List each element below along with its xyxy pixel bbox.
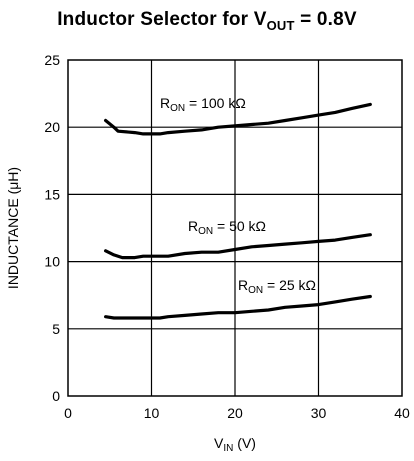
series-line-1 <box>103 233 372 260</box>
x-tick-label: 40 <box>394 405 410 421</box>
series-line-2 <box>103 294 372 320</box>
chart-title-text: Inductor Selector for V <box>57 9 267 30</box>
chart-title-subscript: OUT <box>266 18 295 33</box>
x-tick-label: 30 <box>311 405 327 421</box>
x-tick-label: 10 <box>144 405 160 421</box>
series-label-1: RON = 50 kΩ <box>188 218 266 237</box>
x-tick-label: 0 <box>64 405 72 421</box>
y-tick-label: 10 <box>44 254 60 270</box>
series-label-2: RON = 25 kΩ <box>238 277 316 296</box>
y-tick-label: 25 <box>44 52 60 68</box>
y-tick-label: 20 <box>44 119 60 135</box>
y-tick-label: 0 <box>52 388 60 404</box>
series-label-0: RON = 100 kΩ <box>160 95 246 114</box>
chart-title: Inductor Selector for VOUT = 0.8V <box>0 9 414 33</box>
chart-title-suffix: = 0.8V <box>294 9 357 30</box>
x-axis-label: VIN (V) <box>214 435 256 454</box>
y-axis-label: INDUCTANCE (μH) <box>5 167 21 289</box>
x-tick-label: 20 <box>227 405 243 421</box>
y-tick-label: 5 <box>52 321 60 337</box>
series-line-0 <box>103 102 372 136</box>
plot-frame <box>67 59 403 397</box>
y-tick-label: 15 <box>44 186 60 202</box>
